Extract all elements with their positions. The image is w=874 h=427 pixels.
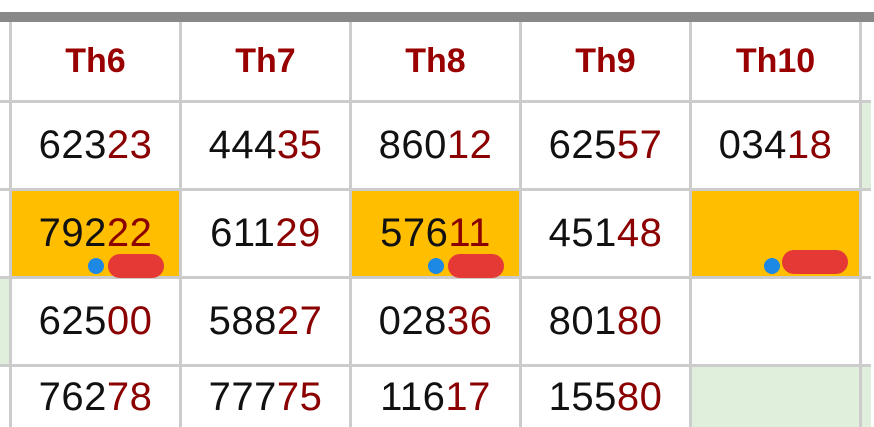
number-head: 611 [210, 211, 276, 255]
number-head: 155 [548, 374, 617, 419]
result-cell[interactable] [692, 279, 859, 364]
number-head: 625 [548, 123, 617, 167]
red-scribble-mark [782, 250, 848, 274]
result-cell[interactable] [692, 367, 859, 427]
number-head: 444 [208, 123, 277, 167]
number-tail: 22 [106, 211, 153, 255]
number-head: 625 [38, 299, 107, 343]
result-cell[interactable]: 116 17 [352, 367, 519, 427]
number-head: 451 [548, 211, 617, 255]
result-cell[interactable]: 155 80 [522, 367, 689, 427]
result-cell[interactable]: 762 78 [12, 367, 179, 427]
number-head: 762 [38, 374, 107, 419]
column-header: Th10 [692, 22, 859, 100]
number-head: 801 [548, 299, 617, 343]
edge-cell-right [862, 191, 871, 276]
result-cell[interactable] [692, 191, 859, 276]
result-cell[interactable]: 860 12 [352, 103, 519, 188]
blue-dot-mark [428, 258, 444, 274]
number-tail: 18 [786, 123, 833, 167]
number-head: 623 [38, 123, 107, 167]
red-scribble-mark [448, 254, 504, 278]
number-tail: 23 [106, 123, 153, 167]
result-cell[interactable]: 034 18 [692, 103, 859, 188]
result-cell[interactable]: 623 23 [12, 103, 179, 188]
result-cell[interactable]: 625 57 [522, 103, 689, 188]
number-head: 576 [380, 211, 449, 255]
number-head: 028 [378, 299, 447, 343]
result-cell[interactable]: 792 22 [12, 191, 179, 278]
number-tail: 17 [445, 374, 491, 419]
result-cell[interactable]: 625 00 [12, 279, 179, 364]
number-tail: 78 [106, 374, 153, 419]
number-tail: 57 [616, 123, 663, 167]
result-cell[interactable]: 588 27 [182, 279, 349, 364]
edge-cell-left [0, 103, 9, 188]
red-scribble-mark [108, 254, 164, 278]
number-tail: 35 [276, 123, 323, 167]
number-tail: 80 [616, 374, 663, 419]
number-head: 792 [38, 211, 107, 255]
column-header: Th7 [182, 22, 349, 100]
number-head: 860 [378, 123, 447, 167]
number-head: 034 [718, 123, 787, 167]
edge-cell-right [862, 367, 871, 427]
result-cell[interactable]: 444 35 [182, 103, 349, 188]
result-cell[interactable]: 028 36 [352, 279, 519, 364]
number-tail: 29 [275, 211, 321, 255]
column-header: Th6 [12, 22, 179, 100]
result-cell[interactable]: 576 11 [352, 191, 519, 278]
number-tail: 11 [448, 211, 491, 255]
number-head: 116 [380, 374, 446, 419]
edge-cell-left [0, 22, 9, 100]
number-head: 588 [208, 299, 277, 343]
number-head: 777 [208, 374, 277, 419]
top-divider [0, 12, 874, 22]
number-tail: 00 [106, 299, 153, 343]
edge-cell-right [862, 22, 871, 100]
edge-cell-left [0, 367, 9, 427]
number-tail: 12 [446, 123, 493, 167]
results-table: Th6 Th7 Th8 Th9 Th10 623 23 444 35 860 12 625 57 034 1… [0, 22, 871, 427]
edge-cell-left [0, 191, 9, 276]
column-header: Th9 [522, 22, 689, 100]
number-tail: 48 [616, 211, 663, 255]
result-cell[interactable]: 777 75 [182, 367, 349, 427]
edge-cell-right [862, 279, 871, 364]
number-tail: 75 [276, 374, 323, 419]
column-header: Th8 [352, 22, 519, 100]
result-cell[interactable]: 801 80 [522, 279, 689, 364]
result-cell[interactable]: 611 29 [182, 191, 349, 276]
blue-dot-mark [764, 258, 780, 274]
number-tail: 36 [446, 299, 493, 343]
edge-cell-left [0, 279, 9, 364]
blue-dot-mark [88, 258, 104, 274]
number-tail: 27 [276, 299, 323, 343]
number-tail: 80 [616, 299, 663, 343]
result-cell[interactable]: 451 48 [522, 191, 689, 276]
edge-cell-right [862, 103, 871, 188]
